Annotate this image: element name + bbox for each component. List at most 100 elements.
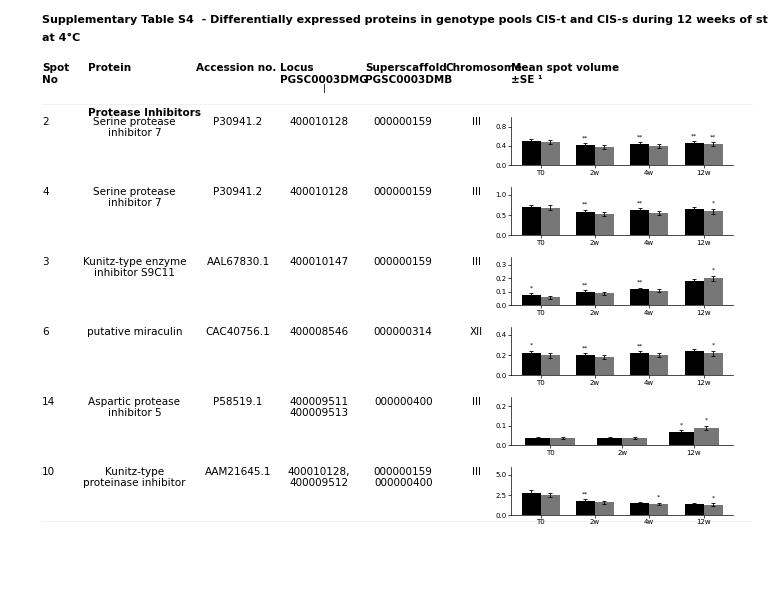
Bar — [521, 353, 541, 375]
Text: Spot
No: Spot No — [42, 63, 69, 85]
Bar — [595, 357, 614, 375]
Text: III: III — [472, 467, 481, 477]
Bar — [631, 211, 649, 235]
Text: **: ** — [582, 491, 588, 496]
Bar — [703, 278, 723, 305]
Text: Locus
PGSC0003DMG: Locus PGSC0003DMG — [280, 63, 368, 85]
Text: Aspartic protease
inhibitor 5: Aspartic protease inhibitor 5 — [88, 397, 180, 418]
Text: *: * — [705, 418, 708, 423]
Bar — [694, 428, 719, 445]
Text: 400010128: 400010128 — [290, 187, 348, 197]
Text: **: ** — [710, 134, 717, 139]
Text: 2: 2 — [42, 117, 49, 127]
Text: P30941.2: P30941.2 — [214, 187, 263, 197]
Text: Accession no.: Accession no. — [196, 63, 276, 74]
Bar — [576, 212, 595, 235]
Text: Chromosome: Chromosome — [445, 63, 522, 74]
Text: Kunitz-type
proteinase inhibitor: Kunitz-type proteinase inhibitor — [83, 467, 186, 488]
Bar — [631, 503, 649, 515]
Text: Kunitz-type enzyme
inhibitor S9C11: Kunitz-type enzyme inhibitor S9C11 — [83, 257, 186, 278]
Text: **: ** — [637, 200, 643, 205]
Text: III: III — [472, 397, 481, 407]
Text: 6: 6 — [42, 327, 49, 337]
Text: **: ** — [582, 282, 588, 288]
Bar — [595, 294, 614, 305]
Text: Mean spot volume
±SE ¹: Mean spot volume ±SE ¹ — [511, 63, 619, 85]
Text: 400010147: 400010147 — [290, 257, 348, 267]
Text: 000000400: 000000400 — [374, 397, 432, 407]
Bar — [521, 141, 541, 165]
Bar — [550, 438, 575, 445]
Bar — [541, 355, 560, 375]
Bar — [703, 144, 723, 165]
Text: **: ** — [637, 280, 643, 285]
Text: **: ** — [637, 134, 643, 139]
Bar — [597, 438, 622, 445]
Bar — [541, 142, 560, 165]
Bar — [521, 295, 541, 305]
Text: at 4°C: at 4°C — [42, 33, 81, 43]
Bar — [595, 214, 614, 235]
Text: *: * — [711, 343, 715, 347]
Text: 000000159: 000000159 — [374, 187, 432, 197]
Bar — [595, 502, 614, 515]
Text: *: * — [711, 201, 715, 206]
Bar — [649, 504, 668, 515]
Text: 000000159: 000000159 — [374, 257, 432, 267]
Bar — [595, 147, 614, 165]
Text: 10: 10 — [42, 467, 55, 477]
Bar — [703, 353, 723, 375]
Bar — [684, 143, 703, 165]
Text: putative miraculin: putative miraculin — [87, 327, 182, 337]
Text: 14: 14 — [42, 397, 55, 407]
Bar — [521, 207, 541, 235]
Bar — [576, 500, 595, 515]
Bar — [631, 289, 649, 305]
Bar — [576, 145, 595, 165]
Text: **: ** — [637, 343, 643, 348]
Bar — [684, 209, 703, 235]
Text: *: * — [711, 268, 715, 273]
Bar — [649, 291, 668, 305]
Text: Superscaffold
PGSC0003DMB: Superscaffold PGSC0003DMB — [365, 63, 452, 85]
Text: CAC40756.1: CAC40756.1 — [206, 327, 270, 337]
Text: *: * — [529, 285, 533, 291]
Bar — [541, 495, 560, 515]
Text: **: ** — [582, 345, 588, 350]
Text: 000000159
000000400: 000000159 000000400 — [374, 467, 432, 488]
Text: |: | — [323, 84, 326, 93]
Bar — [669, 432, 694, 445]
Text: *: * — [711, 496, 715, 500]
Bar — [622, 438, 647, 445]
Text: 400010128,
400009512: 400010128, 400009512 — [287, 467, 350, 488]
Text: P30941.2: P30941.2 — [214, 117, 263, 127]
Bar — [541, 208, 560, 235]
Bar — [649, 146, 668, 165]
Bar — [631, 144, 649, 165]
Text: 400009511
400009513: 400009511 400009513 — [290, 397, 348, 418]
Bar — [649, 355, 668, 375]
Text: *: * — [657, 495, 660, 500]
Text: Serine protease
inhibitor 7: Serine protease inhibitor 7 — [93, 187, 176, 208]
Text: **: ** — [582, 202, 588, 207]
Bar — [703, 505, 723, 515]
Text: III: III — [472, 187, 481, 197]
Bar — [649, 213, 668, 235]
Text: Supplementary Table S4  - Differentially expressed proteins in genotype pools CI: Supplementary Table S4 - Differentially … — [42, 15, 768, 25]
Text: 400008546: 400008546 — [290, 327, 348, 337]
Text: AAM21645.1: AAM21645.1 — [205, 467, 271, 477]
Bar — [631, 353, 649, 375]
Text: 400010128: 400010128 — [290, 117, 348, 127]
Bar — [576, 292, 595, 305]
Text: III: III — [472, 117, 481, 127]
Text: **: ** — [582, 135, 588, 140]
Text: AAL67830.1: AAL67830.1 — [207, 257, 270, 267]
Text: **: ** — [691, 133, 697, 138]
Text: 3: 3 — [42, 257, 49, 267]
Bar — [525, 438, 550, 445]
Bar — [684, 351, 703, 375]
Text: *: * — [529, 343, 533, 347]
Text: 000000159: 000000159 — [374, 117, 432, 127]
Bar — [541, 297, 560, 305]
Text: *: * — [680, 422, 683, 427]
